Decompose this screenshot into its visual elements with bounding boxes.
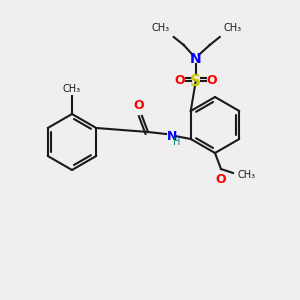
Text: N: N: [190, 52, 202, 66]
Text: O: O: [216, 173, 226, 186]
Text: O: O: [134, 99, 144, 112]
Text: O: O: [174, 74, 185, 88]
Text: O: O: [206, 74, 217, 88]
Text: CH₃: CH₃: [63, 84, 81, 94]
Text: CH₃: CH₃: [237, 170, 255, 180]
Text: CH₃: CH₃: [224, 23, 242, 33]
Text: N: N: [167, 130, 177, 142]
Text: H: H: [173, 137, 180, 147]
Text: CH₃: CH₃: [152, 23, 170, 33]
Text: S: S: [190, 74, 201, 88]
